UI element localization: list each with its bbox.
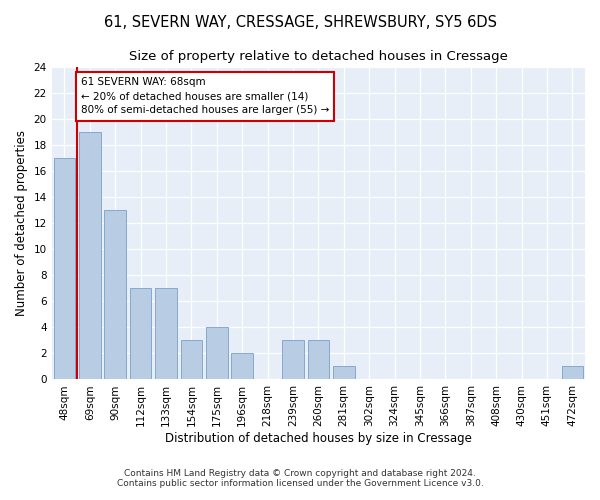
Bar (130, 288, 151, 380)
Bar (333, 366, 355, 380)
Bar (206, 328, 227, 380)
Bar (79, 132, 101, 380)
Bar (232, 354, 253, 380)
Title: Size of property relative to detached houses in Cressage: Size of property relative to detached ho… (129, 50, 508, 63)
Text: 61 SEVERN WAY: 68sqm
← 20% of detached houses are smaller (14)
80% of semi-detac: 61 SEVERN WAY: 68sqm ← 20% of detached h… (81, 78, 329, 116)
Bar (104, 210, 126, 380)
Bar (562, 366, 583, 380)
Bar (181, 340, 202, 380)
Text: 61, SEVERN WAY, CRESSAGE, SHREWSBURY, SY5 6DS: 61, SEVERN WAY, CRESSAGE, SHREWSBURY, SY… (104, 15, 497, 30)
Text: Contains public sector information licensed under the Government Licence v3.0.: Contains public sector information licen… (116, 478, 484, 488)
Y-axis label: Number of detached properties: Number of detached properties (15, 130, 28, 316)
Text: Contains HM Land Registry data © Crown copyright and database right 2024.: Contains HM Land Registry data © Crown c… (124, 470, 476, 478)
Bar (155, 288, 177, 380)
Bar (308, 340, 329, 380)
Bar (53, 158, 75, 380)
X-axis label: Distribution of detached houses by size in Cressage: Distribution of detached houses by size … (165, 432, 472, 445)
Bar (282, 340, 304, 380)
